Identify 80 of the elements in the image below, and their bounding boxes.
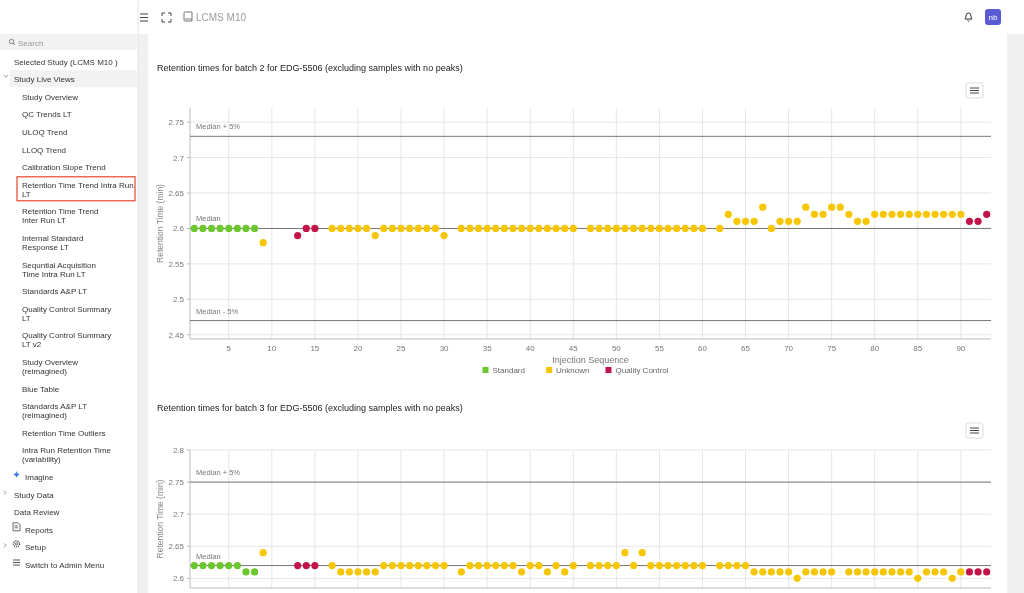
point: [294, 231, 302, 240]
text: Intra Run Retention Time (variability): [22, 446, 112, 465]
text: Standards A&P LT (reimagined): [22, 402, 88, 421]
x-tick-label: 60: [698, 344, 708, 353]
text: Study Overview (reimagined): [22, 358, 79, 376]
legend-label: Unknown: [556, 366, 590, 375]
point: [242, 224, 250, 233]
point: [983, 210, 991, 218]
x-tick-label: 90: [956, 344, 966, 353]
x-axis-title: Injection Sequence: [552, 355, 629, 365]
text: Calibration Slope Trend: [22, 163, 106, 173]
text: Study Overview: [22, 92, 79, 102]
y-tick-label: 2.6: [172, 574, 185, 584]
text: Quality Control Summary LT v2: [22, 331, 112, 350]
text: Data Review: [14, 508, 60, 518]
text: Study Live Views: [14, 75, 75, 85]
y-tick-label: 2.45: [168, 330, 185, 340]
x-tick-label: 65: [741, 344, 751, 353]
point: [216, 224, 224, 233]
text: LCMS M10: [196, 12, 247, 23]
x-tick-label: 55: [654, 344, 665, 353]
x-tick-label: 10: [267, 344, 277, 353]
x-tick-label: 25: [396, 344, 407, 353]
y-tick-label: 2.75: [168, 478, 185, 488]
text: ULOQ Trend: [22, 128, 68, 137]
x-tick-label: 70: [784, 344, 794, 353]
x-tick-label: 5: [226, 344, 232, 353]
chart-title: Retention times for batch 2 for EDG-5506 (excluding samples with no peaks): [157, 63, 463, 73]
point: [302, 224, 310, 233]
y-tick-label: 2.7: [172, 153, 185, 163]
x-tick-label: 50: [611, 344, 622, 353]
text: Blue Table: [22, 384, 60, 394]
y-tick-label: 2.75: [168, 118, 185, 128]
y-tick-label: 2.65: [168, 189, 185, 199]
x-tick-label: 15: [310, 344, 320, 353]
text: QC Trends LT: [22, 110, 72, 120]
x-tick-label: 20: [353, 344, 363, 353]
point: [233, 224, 241, 233]
text: Retention Time Trend Intra Run LT: [22, 180, 134, 199]
text: Selected Study (LCMS M10 ): [14, 57, 118, 67]
y-tick-label: 2.65: [168, 542, 185, 552]
point: [199, 224, 207, 233]
y-tick-label: 2.8: [172, 446, 185, 455]
x-tick-label: 80: [870, 344, 880, 353]
chart-title: Retention times for batch 3 for EDG-5506 (excluding samples with no peaks): [157, 403, 463, 413]
text: Retention Time Outliers: [22, 428, 106, 438]
point: [225, 224, 233, 233]
y-axis-title: Retention Time (min): [155, 479, 165, 559]
x-tick-label: 45: [568, 344, 579, 353]
y-tick-label: 2.5: [172, 295, 185, 305]
text: Retention Time Trend Inter Run LT: [22, 207, 99, 226]
text: Study Data: [14, 490, 55, 500]
y-tick-label: 2.55: [168, 259, 185, 269]
text: LLOQ Trend: [22, 145, 67, 155]
text: nb: [988, 13, 998, 22]
legend-label: Quality Control: [615, 366, 669, 375]
y-tick-label: 2.7: [172, 510, 185, 520]
text: Sequntial Acquisition Time Intra Run LT: [22, 260, 96, 279]
point: [311, 224, 319, 233]
text: Imagine: [25, 473, 55, 482]
point: [207, 224, 216, 233]
x-tick-label: 40: [525, 344, 536, 353]
text: Reports: [25, 525, 54, 535]
text: Internal Standard Response LT: [22, 234, 84, 252]
x-tick-label: 85: [913, 344, 923, 353]
x-tick-label: 75: [827, 344, 837, 353]
point: [965, 217, 974, 225]
x-tick-label: 30: [439, 344, 450, 353]
text: Search: [18, 39, 44, 48]
y-axis-title: Retention Time (min): [155, 183, 165, 263]
text: Standards A&P LT: [22, 287, 88, 297]
legend-label: Standard: [492, 366, 525, 375]
point: [251, 224, 259, 233]
text: Setup: [25, 543, 47, 553]
text: Quality Control Summary LT: [22, 304, 112, 323]
point: [974, 217, 982, 225]
point: [190, 224, 198, 233]
y-tick-label: 2.6: [172, 224, 185, 234]
text: Switch to Admin Menu: [25, 561, 105, 570]
x-tick-label: 35: [482, 344, 493, 353]
